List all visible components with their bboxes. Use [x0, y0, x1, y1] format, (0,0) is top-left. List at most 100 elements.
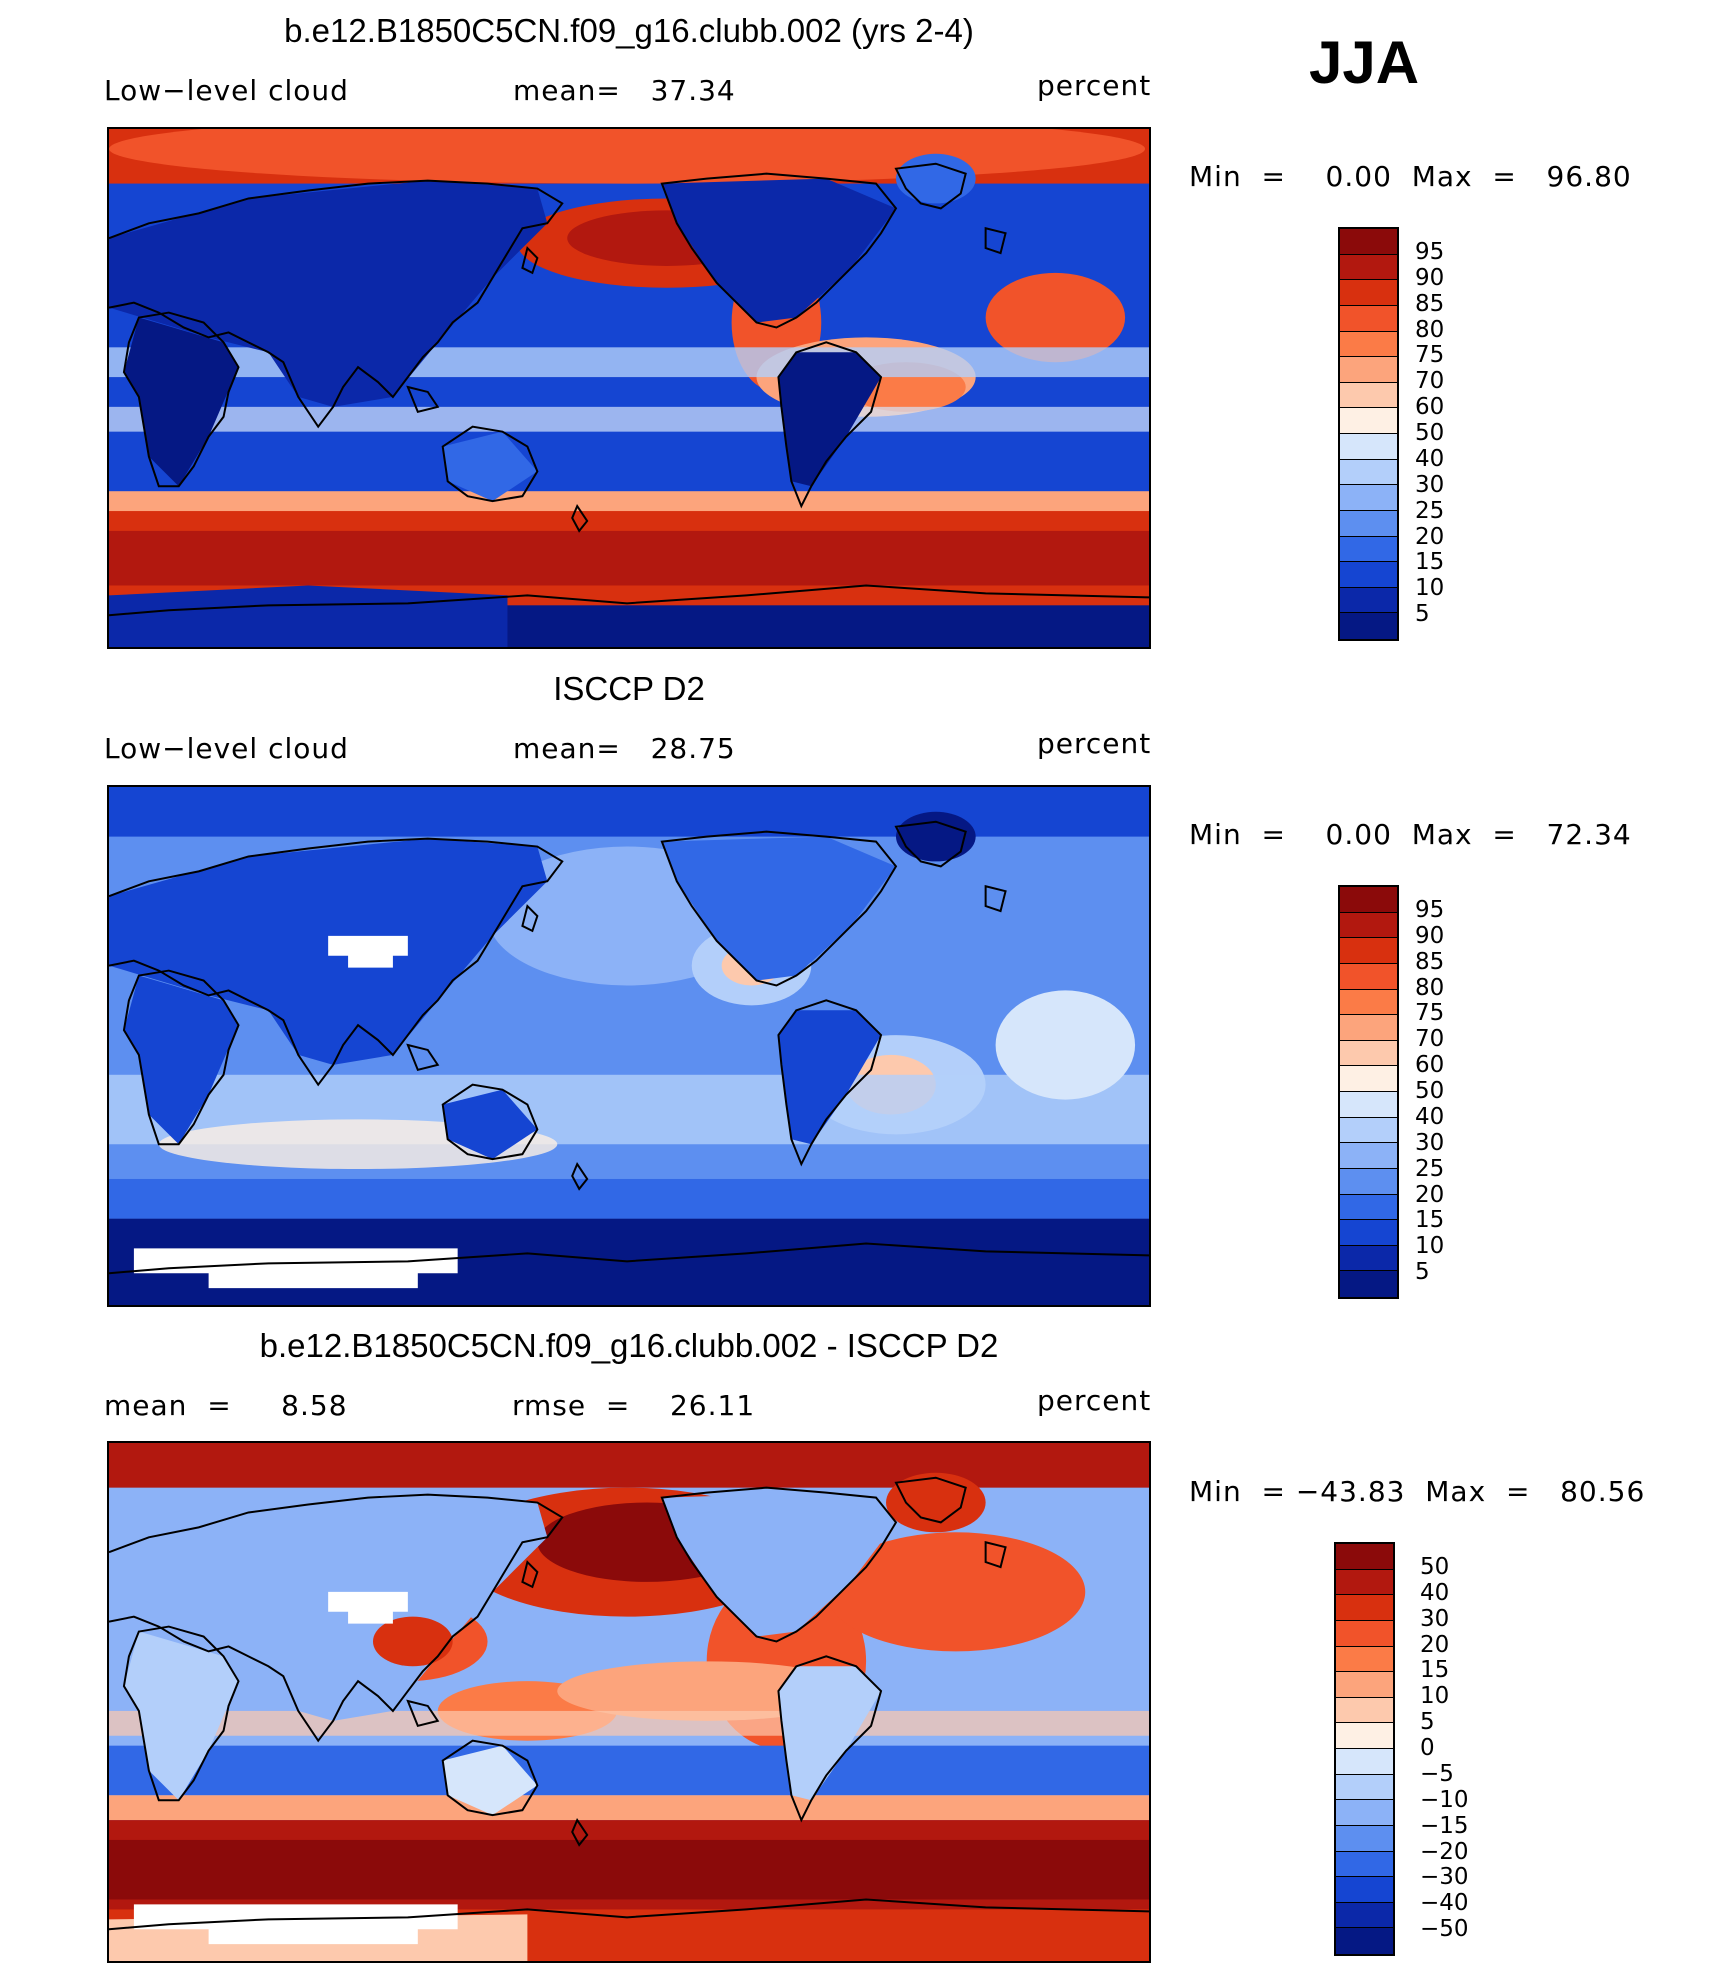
colorbar-tick-label: 10: [1420, 1683, 1450, 1710]
colorbar-tick-label: 5: [1415, 1259, 1430, 1286]
colorbar-tick-label: 15: [1415, 549, 1445, 576]
colorbar-tick-label: 60: [1415, 1052, 1445, 1079]
colorbar-tick-label: −15: [1420, 1812, 1469, 1839]
colorbar-tick-label: 5: [1415, 601, 1430, 628]
colorbar-swatch: [1336, 1851, 1393, 1878]
panel-2-mean: mean= 28.75: [513, 732, 736, 765]
colorbar-tick-label: 40: [1415, 1103, 1445, 1130]
colorbar-swatch: [1336, 1595, 1393, 1621]
colorbar-tick-label: −5: [1420, 1760, 1454, 1787]
colorbar-swatch: [1336, 1749, 1393, 1775]
colorbar-tick-label: 25: [1415, 1155, 1445, 1182]
colorbar-swatch: [1340, 1066, 1397, 1092]
panel-3-minmax: Min = −43.83 Max = 80.56: [1189, 1475, 1646, 1508]
colorbar-swatch: [1340, 1117, 1397, 1144]
colorbar-tick-label: 40: [1420, 1579, 1450, 1606]
colorbar-tick-label: 20: [1415, 1181, 1445, 1208]
colorbar-swatch: [1336, 1697, 1393, 1724]
panel-2-minmax: Min = 0.00 Max = 72.34: [1189, 818, 1632, 851]
colorbar-tick-label: 15: [1420, 1657, 1450, 1684]
colorbar-tick-label: 75: [1415, 1000, 1445, 1027]
colorbar-tick-label: 85: [1415, 290, 1445, 317]
colorbar-tick-label: 30: [1415, 471, 1445, 498]
colorbar-swatch: [1336, 1877, 1393, 1903]
colorbar-swatch: [1340, 229, 1397, 255]
colorbar-swatch: [1340, 1271, 1397, 1297]
colorbar-swatch: [1340, 1040, 1397, 1067]
colorbar-swatch: [1340, 280, 1397, 306]
colorbar-swatch: [1340, 989, 1397, 1016]
colorbar-tick-label: 75: [1415, 342, 1445, 369]
colorbar-tick-label: −30: [1420, 1864, 1469, 1891]
panel-3-units: percent: [1037, 1384, 1152, 1417]
colorbar-tick-label: 10: [1415, 575, 1445, 602]
colorbar-tick-label: 40: [1415, 445, 1445, 472]
colorbar-tick-label: 80: [1415, 974, 1445, 1001]
panel-2-left-label: Low−level cloud: [104, 732, 349, 765]
panel-3-colorbar: [1334, 1542, 1395, 1956]
panel-1-units: percent: [1037, 69, 1152, 102]
colorbar-tick-label: 30: [1420, 1605, 1450, 1632]
colorbar-swatch: [1340, 887, 1397, 913]
colorbar-swatch: [1340, 912, 1397, 939]
panel-1-title: b.e12.B1850C5CN.f09_g16.clubb.002 (yrs 2…: [284, 12, 974, 49]
colorbar-swatch: [1336, 1902, 1393, 1929]
colorbar-swatch: [1340, 1220, 1397, 1246]
colorbar-tick-label: 95: [1415, 896, 1445, 923]
colorbar-swatch: [1340, 1168, 1397, 1195]
colorbar-tick-label: 5: [1420, 1709, 1435, 1736]
colorbar-swatch: [1340, 459, 1397, 486]
colorbar-tick-label: 85: [1415, 948, 1445, 975]
panel-3-rmse: rmse = 26.11: [512, 1389, 756, 1422]
panel-1-mean: mean= 37.34: [513, 74, 736, 107]
colorbar-tick-label: 15: [1415, 1207, 1445, 1234]
colorbar-swatch: [1336, 1620, 1393, 1647]
colorbar-tick-label: 60: [1415, 394, 1445, 421]
colorbar-swatch: [1340, 485, 1397, 511]
panel-3-map: [107, 1441, 1151, 1963]
colorbar-swatch: [1340, 1015, 1397, 1041]
colorbar-tick-label: 20: [1415, 523, 1445, 550]
colorbar-tick-label: −20: [1420, 1838, 1469, 1865]
colorbar-swatch: [1340, 1194, 1397, 1221]
colorbar-tick-label: 95: [1415, 238, 1445, 265]
colorbar-swatch: [1336, 1825, 1393, 1852]
panel-2-colorbar: [1338, 885, 1399, 1299]
colorbar-swatch: [1336, 1928, 1393, 1954]
colorbar-swatch: [1336, 1646, 1393, 1673]
colorbar-tick-label: 50: [1420, 1553, 1450, 1580]
colorbar-tick-label: 80: [1415, 316, 1445, 343]
colorbar-swatch: [1340, 1143, 1397, 1169]
colorbar-swatch: [1340, 357, 1397, 383]
colorbar-swatch: [1340, 331, 1397, 358]
colorbar-swatch: [1336, 1544, 1393, 1570]
colorbar-tick-label: 10: [1415, 1233, 1445, 1260]
colorbar-swatch: [1340, 510, 1397, 537]
colorbar-swatch: [1336, 1800, 1393, 1826]
colorbar-tick-label: 20: [1420, 1631, 1450, 1658]
colorbar-swatch: [1336, 1723, 1393, 1749]
colorbar-tick-label: −50: [1420, 1916, 1469, 1943]
panel-1-left-label: Low−level cloud: [104, 74, 349, 107]
colorbar-swatch: [1340, 536, 1397, 563]
colorbar-swatch: [1340, 938, 1397, 964]
colorbar-swatch: [1340, 562, 1397, 588]
colorbar-tick-label: 70: [1415, 368, 1445, 395]
colorbar-tick-label: 50: [1415, 420, 1445, 446]
colorbar-tick-label: 90: [1415, 264, 1445, 291]
panel-3-mean: mean = 8.58: [104, 1389, 348, 1422]
panel-2-units: percent: [1037, 727, 1152, 760]
colorbar-tick-label: 70: [1415, 1026, 1445, 1053]
season-label: JJA: [1309, 29, 1420, 96]
colorbar-tick-label: 50: [1415, 1078, 1445, 1104]
colorbar-swatch: [1340, 434, 1397, 460]
panel-3-title: b.e12.B1850C5CN.f09_g16.clubb.002 - ISCC…: [259, 1327, 999, 1364]
colorbar-swatch: [1340, 254, 1397, 281]
colorbar-swatch: [1340, 1092, 1397, 1118]
panel-2-title: ISCCP D2: [553, 670, 705, 707]
panel-1-map: [107, 127, 1151, 649]
colorbar-swatch: [1340, 305, 1397, 332]
colorbar-tick-label: 90: [1415, 922, 1445, 949]
colorbar-tick-label: −10: [1420, 1786, 1469, 1813]
colorbar-swatch: [1336, 1774, 1393, 1801]
